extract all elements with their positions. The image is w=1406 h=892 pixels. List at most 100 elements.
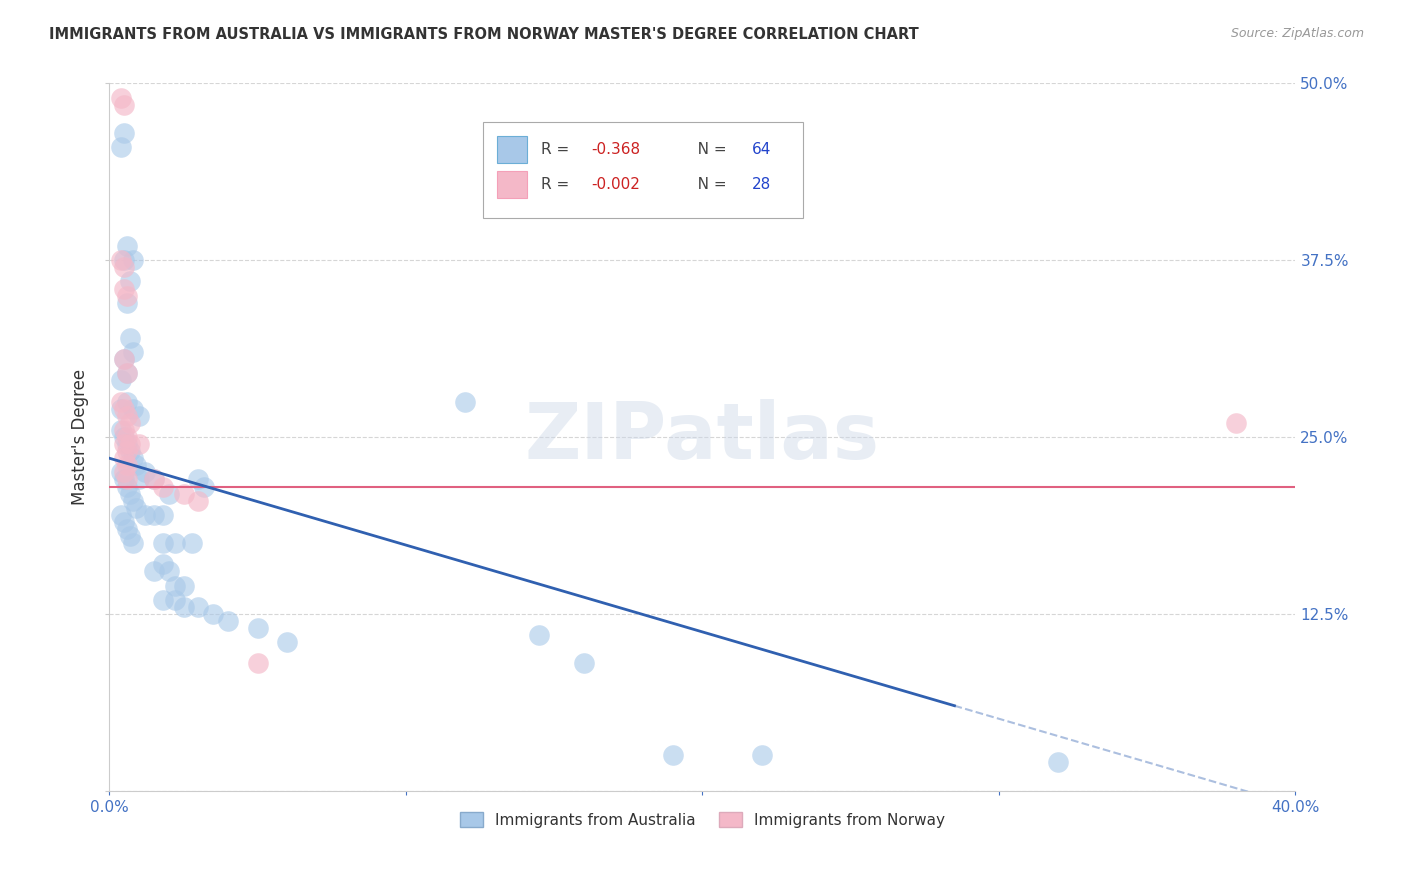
- Point: [246, 657, 269, 671]
- Point: [181, 536, 204, 550]
- Point: [110, 466, 132, 480]
- Point: [112, 423, 135, 437]
- Point: [152, 479, 174, 493]
- Point: [661, 748, 683, 763]
- Point: [529, 628, 551, 642]
- Point: [157, 486, 180, 500]
- Text: -0.368: -0.368: [591, 142, 640, 157]
- Point: [115, 239, 138, 253]
- Point: [115, 472, 138, 486]
- Point: [110, 140, 132, 154]
- Point: [122, 253, 145, 268]
- Text: -0.002: -0.002: [591, 177, 640, 192]
- Point: [193, 479, 215, 493]
- Point: [1047, 756, 1070, 770]
- Point: [112, 437, 135, 451]
- FancyBboxPatch shape: [484, 122, 803, 218]
- Point: [112, 97, 135, 112]
- Point: [115, 437, 138, 451]
- Point: [122, 493, 145, 508]
- Point: [122, 536, 145, 550]
- Point: [115, 288, 138, 302]
- Point: [152, 558, 174, 572]
- Legend: Immigrants from Australia, Immigrants from Norway: Immigrants from Australia, Immigrants fr…: [454, 805, 950, 834]
- Point: [142, 565, 165, 579]
- Point: [115, 367, 138, 381]
- Point: [120, 437, 142, 451]
- FancyBboxPatch shape: [498, 136, 527, 162]
- Point: [112, 352, 135, 367]
- Point: [115, 444, 138, 458]
- Point: [120, 331, 142, 345]
- Point: [112, 260, 135, 275]
- Point: [112, 126, 135, 140]
- Point: [120, 416, 142, 430]
- Text: Source: ZipAtlas.com: Source: ZipAtlas.com: [1230, 27, 1364, 40]
- Text: N =: N =: [683, 177, 733, 192]
- Point: [1225, 416, 1247, 430]
- Point: [163, 578, 186, 592]
- Point: [246, 621, 269, 635]
- Point: [187, 493, 209, 508]
- Point: [122, 451, 145, 466]
- Point: [115, 458, 138, 473]
- Point: [454, 394, 477, 409]
- Point: [202, 607, 225, 621]
- Point: [142, 508, 165, 522]
- Text: 28: 28: [752, 177, 772, 192]
- Point: [110, 423, 132, 437]
- Point: [134, 466, 156, 480]
- Y-axis label: Master's Degree: Master's Degree: [72, 369, 89, 505]
- Point: [572, 657, 595, 671]
- Point: [112, 451, 135, 466]
- Point: [152, 536, 174, 550]
- Point: [276, 635, 298, 649]
- Point: [110, 508, 132, 522]
- Point: [157, 565, 180, 579]
- Point: [112, 472, 135, 486]
- Text: ZIPatlas: ZIPatlas: [524, 399, 880, 475]
- Point: [134, 508, 156, 522]
- Point: [163, 592, 186, 607]
- Point: [128, 409, 150, 423]
- Point: [112, 466, 135, 480]
- Point: [115, 295, 138, 310]
- Point: [112, 352, 135, 367]
- Text: N =: N =: [683, 142, 733, 157]
- Point: [173, 578, 195, 592]
- Point: [110, 90, 132, 104]
- Point: [110, 394, 132, 409]
- Point: [142, 472, 165, 486]
- Point: [152, 592, 174, 607]
- Point: [163, 536, 186, 550]
- Text: R =: R =: [541, 177, 574, 192]
- Point: [115, 430, 138, 444]
- Point: [125, 458, 148, 473]
- Point: [125, 500, 148, 515]
- Point: [142, 472, 165, 486]
- Point: [115, 409, 138, 423]
- Point: [152, 508, 174, 522]
- Point: [115, 522, 138, 536]
- Point: [217, 614, 239, 628]
- Point: [173, 599, 195, 614]
- Text: 64: 64: [752, 142, 772, 157]
- Point: [115, 367, 138, 381]
- Point: [120, 444, 142, 458]
- Point: [110, 253, 132, 268]
- Point: [112, 515, 135, 529]
- FancyBboxPatch shape: [498, 171, 527, 198]
- Point: [110, 374, 132, 388]
- Point: [115, 479, 138, 493]
- Point: [112, 281, 135, 295]
- Point: [112, 430, 135, 444]
- Point: [751, 748, 773, 763]
- Text: R =: R =: [541, 142, 574, 157]
- Point: [128, 437, 150, 451]
- Point: [110, 401, 132, 416]
- Point: [120, 529, 142, 543]
- Point: [120, 486, 142, 500]
- Point: [187, 472, 209, 486]
- Point: [187, 599, 209, 614]
- Text: IMMIGRANTS FROM AUSTRALIA VS IMMIGRANTS FROM NORWAY MASTER'S DEGREE CORRELATION : IMMIGRANTS FROM AUSTRALIA VS IMMIGRANTS …: [49, 27, 920, 42]
